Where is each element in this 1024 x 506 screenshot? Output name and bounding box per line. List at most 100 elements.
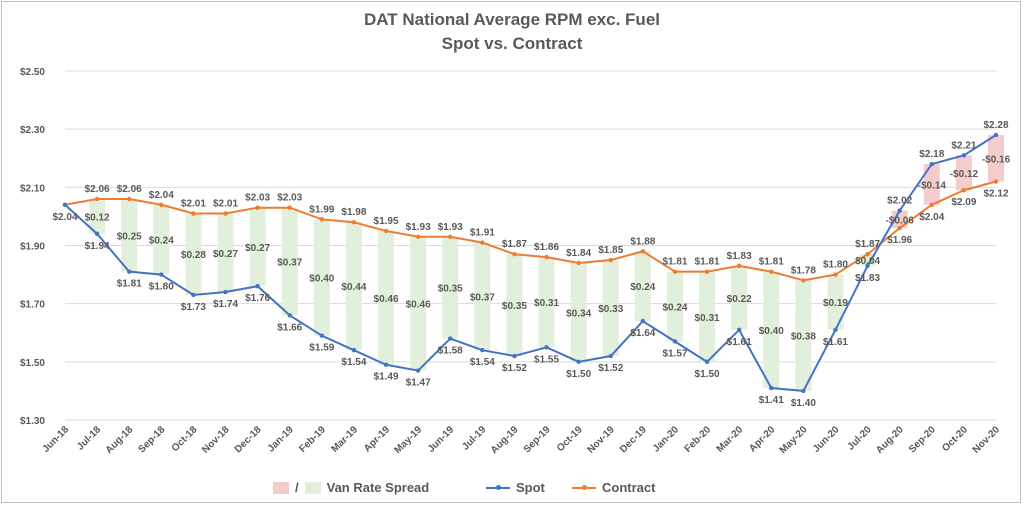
contract-data-label: $1.93: [438, 222, 463, 233]
spot-data-label: $1.50: [695, 369, 720, 380]
spread-data-label: -$0.06: [886, 215, 915, 226]
spread-data-label: $0.27: [245, 243, 270, 254]
contract-data-label: $1.86: [534, 242, 559, 253]
legend-swatch-spread-negative: [273, 481, 289, 494]
spot-data-label: $1.54: [341, 357, 366, 368]
x-tick-label: Jul-18: [75, 424, 104, 453]
spot-point: [191, 292, 196, 298]
x-tick-label: Apr-19: [362, 424, 392, 454]
contract-data-label: $2.03: [245, 193, 270, 204]
spread-bar: [249, 207, 266, 287]
legend-spread-separator: /: [295, 480, 299, 495]
spot-point: [480, 348, 485, 353]
spot-data-label: $1.64: [630, 328, 655, 339]
contract-data-label: $2.06: [117, 184, 142, 195]
spread-bar: [345, 222, 362, 351]
spot-point: [94, 231, 100, 237]
legend-swatch-spot: [486, 482, 510, 494]
spread-data-label: -$0.14: [918, 180, 947, 191]
contract-point: [127, 196, 132, 202]
spot-point: [672, 339, 678, 344]
spread-data-label: $0.44: [341, 282, 366, 293]
spot-point: [961, 153, 967, 158]
contract-data-label: $2.04: [149, 190, 174, 201]
spread-data-label: $0.31: [695, 313, 720, 324]
contract-point: [159, 202, 164, 207]
spread-bar: [538, 257, 555, 348]
spread-bar: [859, 254, 876, 266]
contract-data-label: $1.78: [791, 265, 816, 276]
spot-point: [62, 202, 68, 207]
contract-data-label: $1.99: [309, 204, 334, 215]
spread-bar: [666, 271, 683, 342]
spread-data-label: $0.24: [149, 236, 174, 247]
spot-point: [993, 132, 999, 138]
contract-data-label: $1.80: [823, 260, 848, 271]
spot-point: [448, 336, 453, 341]
legend-swatch-contract: [572, 482, 596, 494]
spot-data-label: $1.50: [566, 369, 591, 380]
spot-data-label: $1.52: [598, 363, 623, 374]
contract-point: [223, 211, 228, 216]
contract-point: [736, 263, 742, 269]
spread-bar: [602, 260, 619, 357]
legend-item-spread: / Van Rate Spread: [273, 480, 429, 495]
spread-bar: [410, 236, 427, 371]
spread-data-label: $0.40: [309, 273, 334, 284]
x-tick-label: Dec-19: [618, 424, 649, 455]
contract-data-label: $2.06: [85, 184, 110, 195]
contract-point: [191, 211, 196, 216]
spread-data-label: $0.27: [213, 249, 238, 260]
contract-point: [351, 220, 357, 225]
contract-data-label: $2.12: [983, 189, 1008, 200]
x-tick-label: Mar-19: [329, 424, 360, 455]
x-tick-label: Mar-20: [715, 424, 746, 455]
spot-data-label: $1.81: [117, 279, 142, 290]
legend-item-spot: Spot: [486, 480, 545, 495]
spot-data-label: $1.55: [534, 354, 559, 365]
spot-point: [127, 269, 132, 274]
spread-data-label: $0.22: [727, 294, 752, 305]
spread-bar: [121, 198, 138, 272]
contract-point: [383, 228, 389, 234]
spot-point: [383, 362, 389, 367]
contract-point: [576, 260, 581, 266]
contract-data-label: $1.81: [759, 257, 784, 268]
x-tick-label: Oct-19: [555, 424, 585, 454]
spot-point: [159, 272, 164, 277]
spread-bar: [89, 198, 106, 234]
spread-data-label: $0.35: [502, 301, 527, 312]
contract-point: [608, 257, 613, 263]
x-tick-label: Sep-19: [522, 424, 553, 455]
spot-point: [801, 388, 806, 394]
spread-data-label: -$0.12: [950, 169, 979, 180]
spot-point: [833, 327, 838, 333]
contract-data-label: $2.01: [181, 199, 206, 210]
spread-bar: [217, 213, 234, 293]
contract-data-label: $1.87: [502, 239, 527, 250]
contract-point: [255, 205, 260, 210]
spread-bar: [699, 271, 716, 362]
x-tick-label: Oct-18: [170, 424, 200, 454]
x-tick-label: Aug-18: [104, 424, 136, 456]
spot-data-label: $2.04: [52, 212, 77, 223]
spread-data-label: $0.34: [566, 308, 591, 319]
contract-point: [801, 278, 806, 283]
x-tick-label: Sep-18: [136, 424, 167, 455]
contract-point: [929, 202, 934, 207]
contract-point: [704, 269, 710, 274]
contract-point: [640, 249, 646, 254]
y-tick-label: $1.50: [20, 358, 45, 369]
spot-data-label: $1.58: [438, 346, 463, 357]
contract-point: [480, 240, 485, 245]
spot-point: [287, 313, 292, 318]
spread-data-label: $0.12: [85, 212, 110, 223]
spread-bar: [891, 210, 908, 229]
x-tick-label: Apr-20: [747, 424, 777, 454]
x-tick-label: Jul-20: [845, 424, 874, 453]
spread-bar: [763, 271, 780, 389]
spread-data-label: $0.19: [823, 298, 848, 309]
spot-data-label: $1.54: [470, 357, 495, 368]
spread-bar: [378, 230, 395, 365]
contract-data-label: $1.96: [887, 235, 912, 246]
